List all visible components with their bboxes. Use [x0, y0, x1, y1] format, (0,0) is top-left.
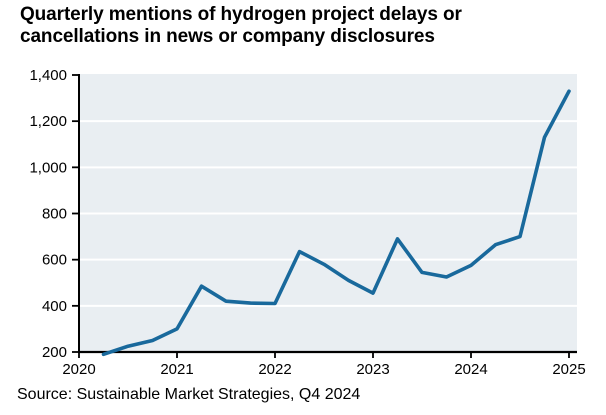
y-tick-label: 1,200 [29, 113, 67, 130]
y-tick-label: 1,000 [29, 159, 67, 176]
chart-title: Quarterly mentions of hydrogen project d… [20, 4, 462, 48]
y-tick-label: 800 [42, 206, 67, 223]
x-tick-label: 2025 [552, 361, 585, 378]
data-line [101, 89, 571, 357]
x-tick-label: 2021 [160, 361, 193, 378]
source-note: Source: Sustainable Market Strategies, Q… [17, 386, 361, 403]
y-tick-label: 600 [42, 252, 67, 269]
x-tick-label: 2020 [62, 361, 95, 378]
x-tick-label: 2022 [258, 361, 291, 378]
x-tick-label: 2024 [454, 361, 487, 378]
y-tick-label: 200 [42, 344, 67, 361]
y-tick-label: 1,400 [29, 67, 67, 84]
x-tick-label: 2023 [356, 361, 389, 378]
y-tick-label: 400 [42, 298, 67, 315]
